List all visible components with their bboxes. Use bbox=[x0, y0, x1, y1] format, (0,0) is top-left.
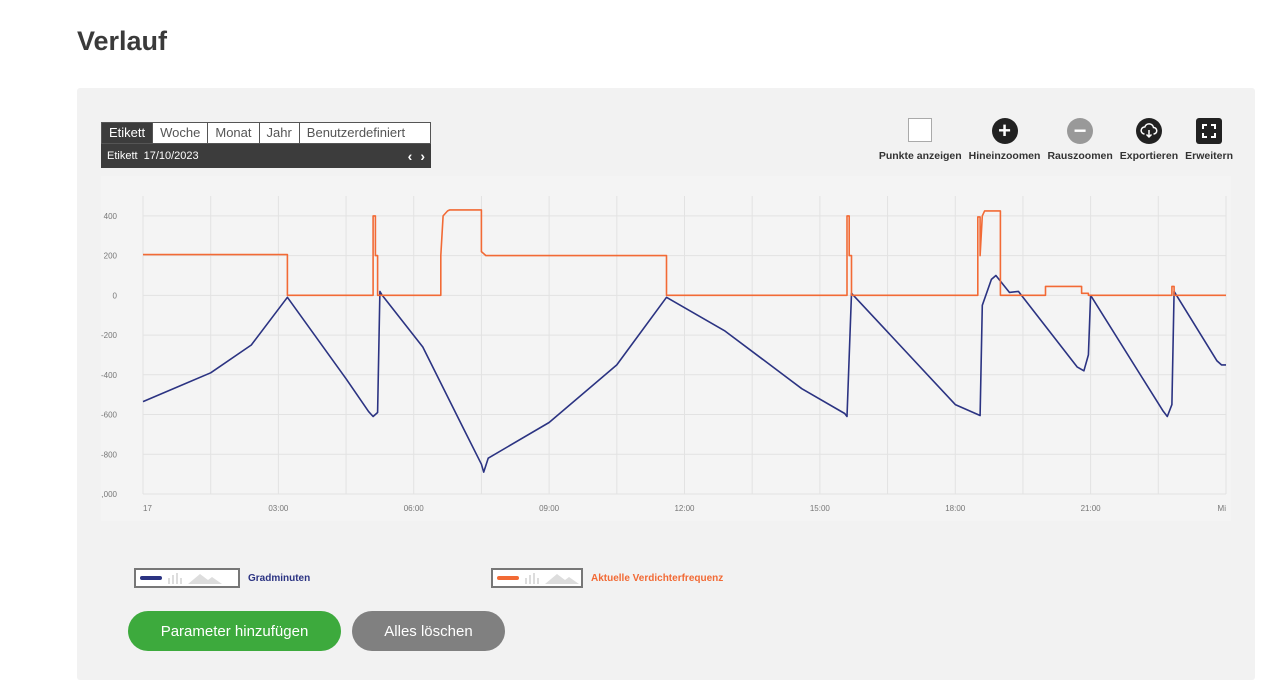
show-points-label: Punkte anzeigen bbox=[878, 150, 962, 162]
period-tabs: Etikett Woche Monat Jahr Benutzerdefinie… bbox=[101, 122, 431, 144]
expand-icon bbox=[1196, 118, 1223, 144]
zoom-out-button[interactable]: − Rauszoomen bbox=[1047, 118, 1113, 162]
y-tick-label: -600 bbox=[101, 411, 118, 420]
export-button[interactable]: Exportieren bbox=[1120, 118, 1178, 162]
x-tick-label: 09:00 bbox=[539, 504, 560, 513]
x-tick-label: 12:00 bbox=[674, 504, 695, 513]
x-tick-label: 15:00 bbox=[810, 504, 831, 513]
tab-custom[interactable]: Benutzerdefiniert bbox=[306, 125, 406, 140]
date-label: Etikett bbox=[107, 150, 138, 162]
line-chart: 400 200 0 -200 -400 -600 -800 -1,000 17 03:00 06:0… bbox=[94, 196, 1227, 513]
series-chart-icon bbox=[168, 573, 222, 584]
x-tick-label: 21:00 bbox=[1081, 504, 1102, 513]
cloud-download-icon bbox=[1135, 118, 1162, 144]
tab-day[interactable]: Etikett bbox=[102, 123, 154, 143]
legend-item-verdichterfrequenz[interactable]: Aktuelle Verdichterfrequenz bbox=[491, 568, 723, 588]
export-label: Exportieren bbox=[1119, 150, 1179, 162]
x-tick-label: Mi bbox=[1218, 504, 1227, 513]
date-bar: Etikett 17/10/2023 ‹ › bbox=[101, 144, 431, 168]
y-tick-label: -1,000 bbox=[101, 490, 118, 499]
tab-month[interactable]: Monat bbox=[208, 123, 260, 143]
series-line-gradminuten bbox=[142, 274, 1226, 473]
zoom-in-button[interactable]: + Hineinzoomen bbox=[968, 118, 1041, 162]
line-icon bbox=[140, 576, 162, 580]
legend-item-gradminuten[interactable]: Gradminuten bbox=[134, 568, 310, 588]
tab-week[interactable]: Woche bbox=[153, 123, 209, 143]
y-tick-label: -400 bbox=[101, 371, 118, 380]
x-tick-label: 06:00 bbox=[404, 504, 425, 513]
legend-label: Aktuelle Verdichterfrequenz bbox=[591, 572, 724, 584]
chart-toolbar: Punkte anzeigen + Hineinzoomen − Rauszoo… bbox=[879, 118, 1233, 162]
x-tick-label: 03:00 bbox=[268, 504, 289, 513]
zoom-in-icon: + bbox=[991, 118, 1018, 144]
x-tick-label: 17 bbox=[143, 504, 152, 513]
expand-label: Erweitern bbox=[1185, 150, 1233, 162]
zoom-in-label: Hineinzoomen bbox=[968, 150, 1041, 162]
clear-all-button[interactable]: Alles löschen bbox=[352, 611, 505, 651]
tab-year[interactable]: Jahr bbox=[260, 123, 300, 143]
add-parameter-button[interactable]: Parameter hinzufügen bbox=[128, 611, 341, 651]
expand-button[interactable]: Erweitern bbox=[1185, 118, 1233, 162]
chevron-right-icon[interactable]: › bbox=[420, 148, 425, 164]
checkbox-icon[interactable] bbox=[908, 118, 933, 142]
page-title: Verlauf bbox=[77, 26, 168, 56]
show-points-toggle[interactable]: Punkte anzeigen bbox=[879, 118, 962, 162]
y-tick-label: 200 bbox=[104, 252, 118, 261]
zoom-out-label: Rauszoomen bbox=[1047, 150, 1113, 162]
legend-swatch bbox=[491, 568, 583, 588]
y-tick-label: 0 bbox=[113, 291, 118, 300]
legend-swatch bbox=[134, 568, 240, 588]
y-tick-label: -200 bbox=[101, 331, 118, 340]
y-tick-label: 400 bbox=[104, 212, 118, 221]
legend-label: Gradminuten bbox=[248, 572, 311, 584]
date-value: 17/10/2023 bbox=[143, 150, 199, 162]
series-line-verdichterfrequenz bbox=[143, 209, 1226, 297]
zoom-out-icon: − bbox=[1067, 118, 1094, 144]
series-chart-icon bbox=[525, 573, 579, 584]
period-selector: Etikett Woche Monat Jahr Benutzerdefinie… bbox=[101, 122, 431, 168]
x-tick-label: 18:00 bbox=[945, 504, 966, 513]
chart-area: 400 200 0 -200 -400 -600 -800 -1,000 17 03:00 06:0… bbox=[94, 176, 1231, 521]
y-tick-label: -800 bbox=[101, 450, 118, 459]
chevron-left-icon[interactable]: ‹ bbox=[407, 148, 413, 164]
line-icon bbox=[497, 576, 519, 580]
